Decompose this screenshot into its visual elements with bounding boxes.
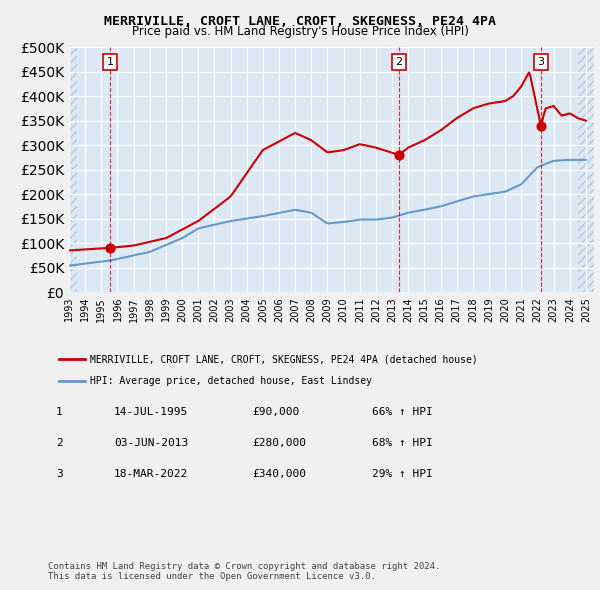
- Text: £90,000: £90,000: [252, 408, 299, 417]
- Point: [105, 243, 115, 253]
- Polygon shape: [69, 47, 77, 292]
- Text: 18-MAR-2022: 18-MAR-2022: [114, 469, 188, 478]
- Text: HPI: Average price, detached house, East Lindsey: HPI: Average price, detached house, East…: [90, 376, 372, 386]
- Text: 29% ↑ HPI: 29% ↑ HPI: [372, 469, 433, 478]
- Text: 2: 2: [395, 57, 403, 67]
- Polygon shape: [578, 47, 594, 292]
- Text: 03-JUN-2013: 03-JUN-2013: [114, 438, 188, 448]
- Text: 1: 1: [107, 57, 113, 67]
- Point: [394, 150, 404, 160]
- Text: MERRIVILLE, CROFT LANE, CROFT, SKEGNESS, PE24 4PA: MERRIVILLE, CROFT LANE, CROFT, SKEGNESS,…: [104, 15, 496, 28]
- Text: Contains HM Land Registry data © Crown copyright and database right 2024.
This d: Contains HM Land Registry data © Crown c…: [48, 562, 440, 581]
- Text: 68% ↑ HPI: 68% ↑ HPI: [372, 438, 433, 448]
- Text: 14-JUL-1995: 14-JUL-1995: [114, 408, 188, 417]
- Text: £280,000: £280,000: [252, 438, 306, 448]
- Text: 3: 3: [56, 469, 63, 478]
- Text: 2: 2: [56, 438, 63, 448]
- Text: £340,000: £340,000: [252, 469, 306, 478]
- Point: [536, 121, 545, 130]
- Text: 1: 1: [56, 408, 63, 417]
- Text: MERRIVILLE, CROFT LANE, CROFT, SKEGNESS, PE24 4PA (detached house): MERRIVILLE, CROFT LANE, CROFT, SKEGNESS,…: [90, 354, 478, 364]
- Text: 3: 3: [538, 57, 544, 67]
- Text: 66% ↑ HPI: 66% ↑ HPI: [372, 408, 433, 417]
- Text: Price paid vs. HM Land Registry's House Price Index (HPI): Price paid vs. HM Land Registry's House …: [131, 25, 469, 38]
